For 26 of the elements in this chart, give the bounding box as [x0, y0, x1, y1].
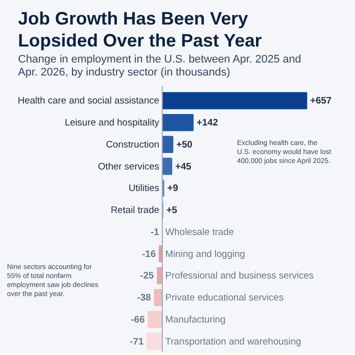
y-tick-label: Manufacturing	[165, 314, 226, 326]
data-label: +5	[166, 205, 178, 216]
data-label: +50	[176, 139, 192, 150]
y-tick-label: Retail trade	[110, 205, 160, 216]
data-label: -71	[130, 336, 144, 348]
y-tick-label: Transportation and warehousing	[165, 336, 302, 348]
chart-subtitle: Change in employment in the U.S. between Apr. 2025 and Apr. 2026, by industry sector (in thousands)	[18, 54, 302, 78]
data-label: +9	[167, 183, 178, 194]
y-tick-label: Private educational services	[165, 292, 284, 304]
y-tick-label: Construction	[106, 139, 160, 150]
data-label: -1	[150, 226, 160, 238]
data-label: -25	[140, 270, 154, 282]
y-tick-label: Wholesale trade	[165, 226, 234, 238]
y-tick-label: Health care and social assistance	[18, 96, 160, 107]
y-tick-label: Mining and logging	[165, 248, 246, 260]
data-label: +657	[310, 96, 332, 107]
data-label: -38	[137, 292, 151, 304]
y-tick-label: Professional and business services	[165, 270, 314, 282]
y-tick-label: Other services	[98, 161, 160, 172]
data-label: -16	[142, 248, 156, 260]
data-label: -66	[130, 314, 145, 326]
y-tick-label: Utilities	[128, 183, 160, 194]
y-tick-label: Leisure and hospitality	[64, 118, 160, 129]
data-label: +45	[175, 161, 192, 172]
data-label: +142	[196, 118, 218, 129]
chart-title: Job Growth Has Been Very Lopsided Over the Past Year	[18, 8, 262, 50]
